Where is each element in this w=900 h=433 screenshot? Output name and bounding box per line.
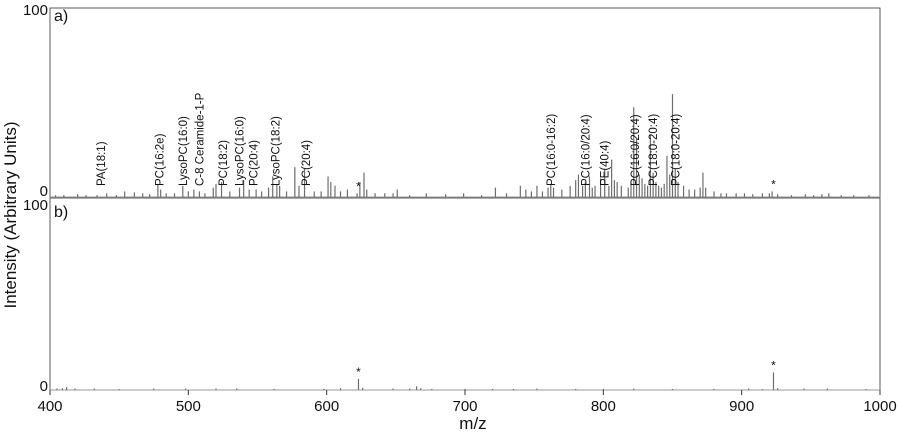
x-tick-label: 900: [729, 398, 754, 415]
x-tick-label: 800: [591, 398, 616, 415]
peak-annotation: PC(16:2e): [154, 133, 166, 186]
peak-annotation: PC(16:0/20:4): [630, 114, 642, 186]
peak-annotation: PC(20:4): [301, 140, 313, 186]
x-tick-label: 700: [452, 398, 477, 415]
y-axis-title: Intensity (Arbitrary Units): [1, 121, 20, 308]
peak-star: *: [356, 365, 361, 379]
peak-annotation: LysoPC(18:2): [270, 116, 282, 186]
panel-label: a): [54, 8, 68, 25]
peak-annotation: LysoPC(16:0): [178, 116, 190, 186]
peak-star: *: [771, 177, 776, 191]
peak-annotation: PC(16:0-16:2): [546, 114, 558, 186]
peak-annotation: PC(18:0-20:4): [670, 114, 682, 186]
x-tick-label: 500: [176, 398, 201, 415]
peak-star: *: [771, 358, 776, 372]
peak-annotation: PC(18:2): [218, 140, 230, 186]
peak-annotation: PC(18:0-20:4): [648, 114, 660, 186]
panel-frame: [49, 7, 881, 198]
peak-star: *: [356, 179, 361, 193]
peak-annotation: PC(20:4): [248, 140, 260, 186]
peak-annotation: C-8 Ceramide-1-P: [194, 92, 206, 186]
panel-label: b): [54, 204, 68, 221]
y-tick-label: 100: [23, 2, 48, 19]
panel-frame: [49, 197, 881, 391]
y-tick-label: 100: [23, 197, 48, 214]
x-tick-label: 1000: [863, 398, 896, 415]
peak-annotation: PA(18:1): [96, 141, 108, 186]
y-tick-label: 0: [40, 183, 48, 200]
peak-annotation: LysoPC(16:0): [235, 116, 247, 186]
peak-annotation: PE(40:4): [600, 140, 612, 186]
x-tick-label: 600: [314, 398, 339, 415]
x-tick-label: 400: [37, 398, 62, 415]
y-tick-label: 0: [40, 378, 48, 395]
peak-annotation: PC(16:0/20:4): [580, 114, 592, 186]
x-axis-title: m/z: [459, 414, 486, 433]
